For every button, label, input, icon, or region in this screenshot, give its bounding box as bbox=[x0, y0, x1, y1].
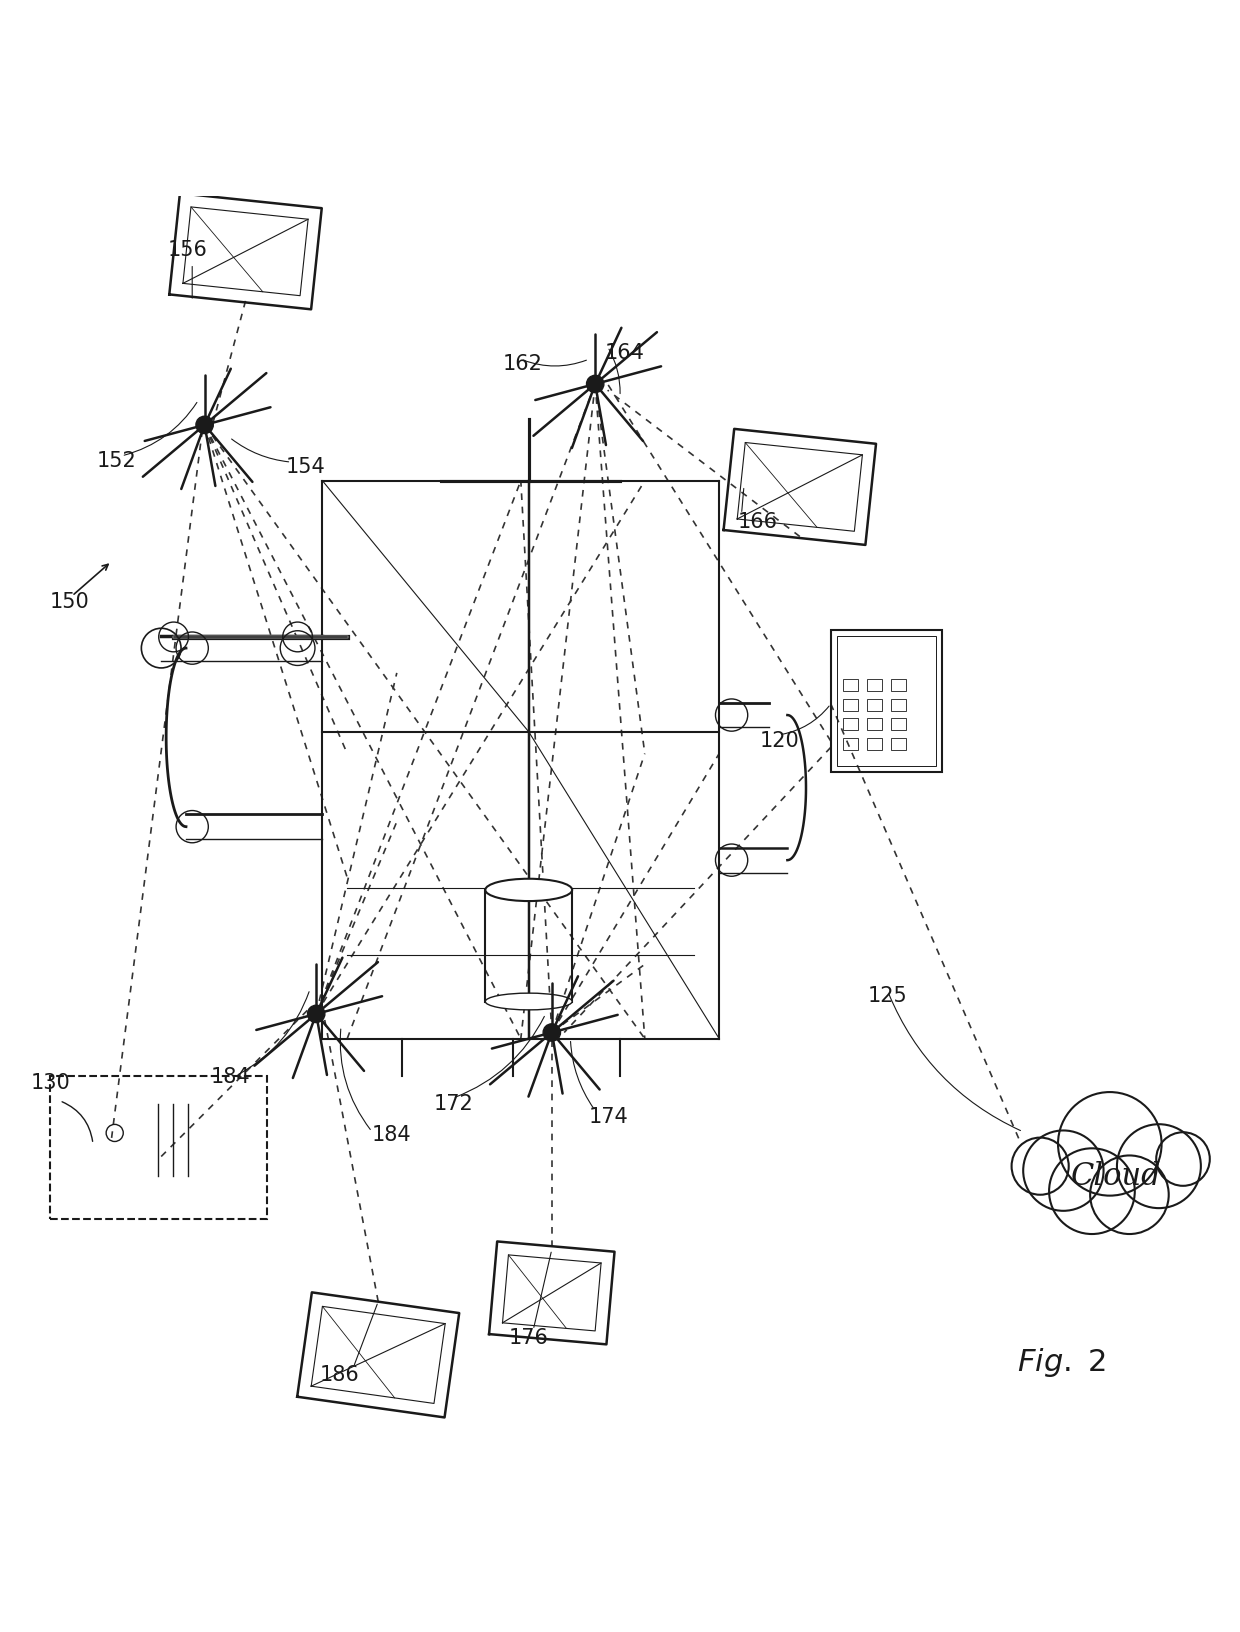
Bar bbox=[890, 681, 906, 692]
Text: 174: 174 bbox=[589, 1106, 629, 1126]
Text: 172: 172 bbox=[434, 1093, 474, 1113]
Circle shape bbox=[1117, 1124, 1200, 1208]
Text: 120: 120 bbox=[760, 731, 800, 751]
Text: 154: 154 bbox=[285, 457, 325, 477]
Circle shape bbox=[308, 1005, 325, 1023]
Text: 184: 184 bbox=[211, 1066, 250, 1087]
Circle shape bbox=[1156, 1133, 1210, 1186]
Text: 156: 156 bbox=[167, 240, 207, 259]
Bar bbox=[843, 739, 858, 751]
Text: $\it{Fig.}$ $\it{2}$: $\it{Fig.}$ $\it{2}$ bbox=[1017, 1345, 1106, 1377]
Text: 125: 125 bbox=[868, 986, 908, 1005]
Circle shape bbox=[1023, 1131, 1104, 1211]
Circle shape bbox=[543, 1025, 560, 1041]
Text: 162: 162 bbox=[502, 354, 542, 374]
Bar bbox=[837, 636, 936, 767]
Circle shape bbox=[1049, 1149, 1135, 1234]
Text: 152: 152 bbox=[97, 450, 136, 470]
Ellipse shape bbox=[485, 880, 572, 901]
Circle shape bbox=[1058, 1092, 1162, 1196]
Bar bbox=[831, 630, 942, 772]
Text: 184: 184 bbox=[372, 1124, 412, 1144]
Text: 150: 150 bbox=[50, 592, 89, 612]
Circle shape bbox=[196, 416, 213, 434]
Text: 176: 176 bbox=[508, 1327, 548, 1346]
Bar bbox=[890, 700, 906, 712]
Text: Cloud: Cloud bbox=[1070, 1160, 1162, 1191]
Bar bbox=[867, 720, 883, 731]
Bar bbox=[843, 700, 858, 712]
Circle shape bbox=[1012, 1138, 1069, 1195]
Text: 164: 164 bbox=[605, 343, 645, 362]
Circle shape bbox=[1090, 1155, 1169, 1234]
Bar bbox=[867, 739, 883, 751]
Circle shape bbox=[587, 375, 604, 393]
Bar bbox=[50, 1075, 267, 1219]
Bar bbox=[890, 739, 906, 751]
Bar bbox=[867, 681, 883, 692]
Bar bbox=[890, 720, 906, 731]
Text: 130: 130 bbox=[31, 1072, 71, 1093]
Bar bbox=[843, 720, 858, 731]
Bar bbox=[485, 891, 572, 1002]
Ellipse shape bbox=[485, 994, 572, 1010]
Text: 166: 166 bbox=[738, 511, 777, 532]
Bar bbox=[867, 700, 883, 712]
Bar bbox=[843, 681, 858, 692]
Text: 186: 186 bbox=[320, 1364, 360, 1384]
